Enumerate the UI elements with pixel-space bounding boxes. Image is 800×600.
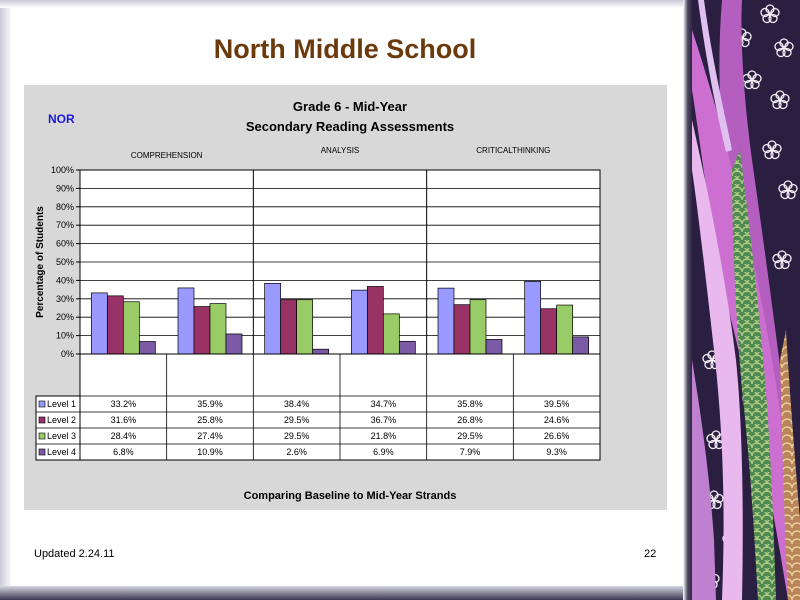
bar	[193, 306, 211, 355]
bar	[540, 308, 558, 355]
data-table-value: 7.9%	[460, 447, 481, 457]
data-table-value: 29.5%	[284, 415, 310, 425]
y-tick-label: 70%	[56, 220, 74, 230]
data-table-value: 21.8%	[371, 431, 397, 441]
bar	[398, 340, 416, 355]
data-table-value: 34.7%	[371, 399, 397, 409]
group-label: ANALYSIS	[321, 146, 360, 155]
group-label: CRITICALTHINKING	[476, 146, 550, 155]
bar	[485, 339, 503, 355]
bar	[264, 282, 282, 355]
bar	[209, 303, 227, 355]
bar	[296, 299, 314, 355]
y-axis-title: Percentage of Students	[35, 206, 46, 318]
bar	[177, 287, 195, 355]
legend-swatch	[38, 400, 46, 408]
chart-subtitle: Secondary Reading Assessments	[245, 119, 455, 134]
y-tick-label: 50%	[56, 257, 74, 267]
bar	[453, 304, 471, 355]
y-tick-label: 0%	[61, 349, 74, 359]
data-table-value: 33.2%	[111, 399, 137, 409]
data-table-value: 26.8%	[457, 415, 483, 425]
data-table-value: 6.8%	[113, 447, 134, 457]
bar	[572, 336, 590, 355]
slide-frame-top	[0, 0, 690, 8]
decorative-side-panel	[692, 0, 800, 600]
data-table-value: 36.7%	[371, 415, 397, 425]
y-tick-label: 80%	[56, 202, 74, 212]
data-table-value: 9.3%	[546, 447, 567, 457]
bar	[469, 299, 487, 355]
bar	[366, 286, 384, 355]
data-table-value: 26.6%	[544, 431, 570, 441]
legend-swatch	[38, 416, 46, 424]
data-table-value: 31.6%	[111, 415, 137, 425]
bar	[280, 299, 298, 355]
bar-chart: 0% 10% 20% 30% 40% 50% 60% 70% 80% 90% 100% Percent…	[35, 146, 601, 461]
bar	[312, 348, 330, 355]
data-table-value: 25.8%	[197, 415, 223, 425]
legend-swatch	[38, 432, 46, 440]
updated-date-footer: Updated 2.24.11	[34, 548, 115, 560]
bar	[524, 280, 542, 355]
data-table-value: 38.4%	[284, 399, 310, 409]
data-table-value: 24.6%	[544, 415, 570, 425]
bar	[350, 289, 368, 355]
legend-swatch	[38, 448, 46, 456]
legend-label: Level 3	[47, 431, 76, 441]
bar	[138, 341, 156, 355]
data-table-value: 39.5%	[544, 399, 570, 409]
slide-frame-left	[0, 0, 12, 600]
y-tick-label: 40%	[56, 275, 74, 285]
x-axis-title: Comparing Baseline to Mid-Year Strands	[243, 490, 457, 502]
data-table-value: 35.8%	[457, 399, 483, 409]
data-table-value: 29.5%	[457, 431, 483, 441]
data-table-value: 27.4%	[197, 431, 223, 441]
slide-frame-bottom	[0, 586, 690, 600]
y-tick-label: 90%	[56, 183, 74, 193]
bar	[225, 333, 243, 355]
slide-title: North Middle School	[213, 34, 477, 64]
bar	[382, 313, 400, 355]
data-table-value: 10.9%	[197, 447, 223, 457]
bar	[106, 295, 124, 355]
legend-label: Level 4	[47, 447, 76, 457]
data-table-value: 2.6%	[286, 447, 307, 457]
y-tick-label: 10%	[56, 331, 74, 341]
data-table-value: 6.9%	[373, 447, 394, 457]
bar	[90, 292, 108, 355]
group-label: COMPREHENSION	[131, 151, 203, 160]
chart-title: Grade 6 - Mid-Year	[292, 99, 408, 114]
bar	[556, 304, 574, 355]
y-tick-label: 20%	[56, 312, 74, 322]
legend-label: Level 2	[47, 415, 76, 425]
data-table-value: 35.9%	[197, 399, 223, 409]
data-table-value: 29.5%	[284, 431, 310, 441]
y-tick-label: 60%	[56, 239, 74, 249]
legend-label: Level 1	[47, 399, 76, 409]
bar	[437, 287, 455, 355]
y-tick-label: 100%	[51, 165, 74, 175]
y-tick-label: 30%	[56, 294, 74, 304]
school-code-label: NOR	[48, 112, 75, 126]
page-number: 22	[644, 548, 657, 560]
data-table-value: 28.4%	[111, 431, 137, 441]
floral-pattern-graphic	[692, 0, 800, 600]
bar	[122, 301, 140, 355]
